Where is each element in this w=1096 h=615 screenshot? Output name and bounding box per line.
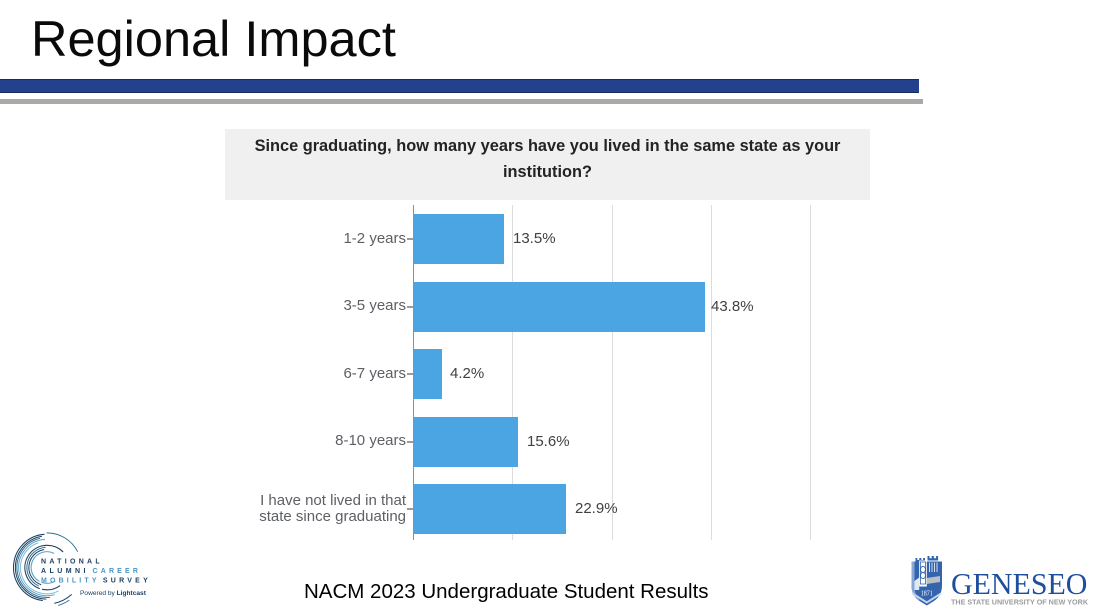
svg-text:SURVEY: SURVEY bbox=[103, 578, 151, 585]
svg-text:MOBILITY: MOBILITY bbox=[41, 578, 100, 585]
svg-text:Powered by: Powered by bbox=[80, 590, 116, 597]
svg-text:NATIONAL: NATIONAL bbox=[41, 558, 103, 565]
svg-text:ALUMNI: ALUMNI bbox=[41, 568, 89, 575]
svg-text:CAREER: CAREER bbox=[93, 568, 142, 575]
svg-text:GENESEO: GENESEO bbox=[951, 566, 1087, 601]
svg-text:1871: 1871 bbox=[921, 590, 933, 598]
svg-text:THE STATE UNIVERSITY OF NEW YO: THE STATE UNIVERSITY OF NEW YORK bbox=[951, 598, 1088, 607]
svg-text:Lightcast: Lightcast bbox=[117, 590, 147, 597]
